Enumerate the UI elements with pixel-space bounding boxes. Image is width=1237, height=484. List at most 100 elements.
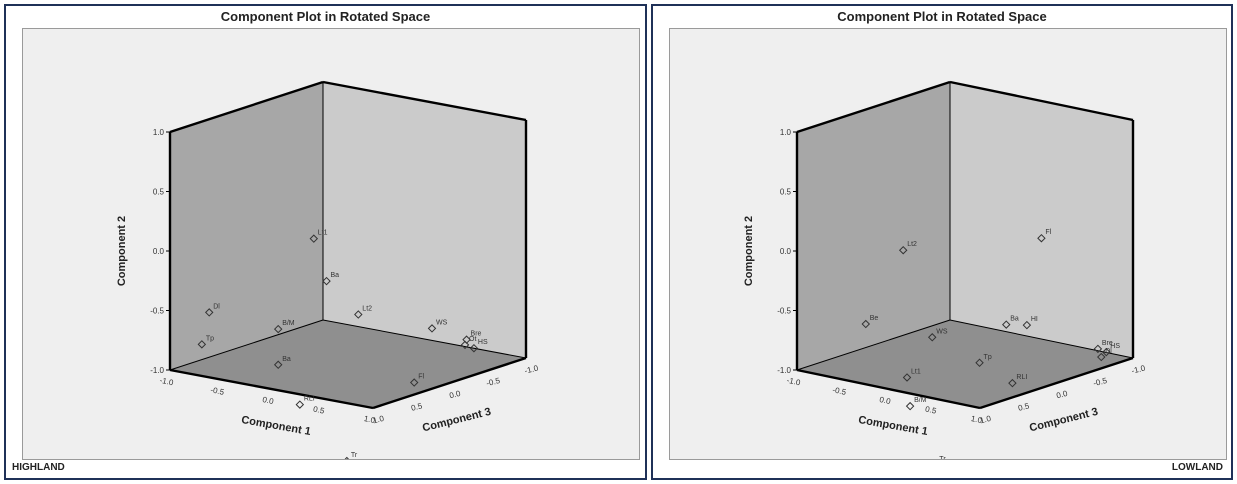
data-point: [469, 343, 479, 353]
back-wall-right: [323, 82, 526, 358]
data-point: [905, 401, 915, 411]
highland-panel: Component Plot in Rotated Space 1.0 0.5 0.…: [4, 4, 647, 480]
y-tick-label: -0.5: [150, 307, 164, 316]
point-label: Ba: [331, 272, 340, 279]
point-label: Bre: [471, 331, 482, 338]
y-tick-label: 0.0: [780, 247, 792, 256]
data-point: [309, 234, 319, 243]
back-wall-left: [170, 82, 323, 370]
data-point: [197, 340, 207, 349]
point-label: Lt2: [907, 241, 917, 248]
box-edge: [322, 80, 527, 122]
z-tick-label: 0.5: [1017, 401, 1031, 413]
z-axis-label: Component 3: [1028, 406, 1099, 435]
data-point: [273, 360, 283, 370]
y-tick-label: 0.5: [780, 188, 792, 197]
data-point: [1002, 320, 1011, 329]
point-label: Ba: [1010, 316, 1019, 323]
data-point: [354, 310, 363, 319]
data-point: [902, 373, 912, 382]
x-tick-label: -0.5: [832, 385, 848, 397]
z-axis-label: Component 3: [421, 406, 492, 435]
y-axis-label: Component 2: [116, 216, 128, 286]
data-point: [975, 358, 984, 367]
data-point: [342, 456, 352, 466]
x-axis-label: Component 1: [240, 414, 311, 438]
data-point: [427, 324, 437, 333]
point-label: WS: [936, 328, 948, 335]
z-tick-label: -0.5: [485, 376, 501, 388]
point-label: HS: [478, 339, 488, 346]
box-edge: [949, 80, 1134, 122]
point-label: HS: [1110, 343, 1120, 350]
data-point: [295, 400, 305, 409]
x-tick-label: 1.0: [363, 414, 376, 425]
data-point: [1022, 320, 1032, 330]
z-tick-label: 0.5: [410, 401, 424, 413]
x-tick-label: -0.5: [210, 385, 226, 397]
y-tick-label: -1.0: [777, 366, 791, 375]
box-inner-edge: [949, 319, 1134, 359]
data-point: [1102, 347, 1111, 357]
point-label: Fl: [418, 374, 424, 381]
z-tick-label: -0.5: [1092, 376, 1108, 388]
y-axis-label: Component 2: [743, 216, 755, 286]
z-tick-label: 0.0: [1055, 389, 1069, 401]
point-label: Dl: [213, 303, 220, 310]
point-label: Tr: [939, 456, 946, 459]
box-edge: [169, 368, 374, 410]
z-tick-label: -1.0: [524, 363, 540, 375]
z-tick-label: -1.0: [1131, 363, 1147, 375]
y-tick-label: 0.5: [153, 188, 165, 197]
point-label: Be: [870, 315, 879, 322]
chart-title: Component Plot in Rotated Space: [837, 9, 1047, 24]
point-label: B/M: [914, 397, 927, 404]
back-wall-right: [950, 82, 1133, 358]
data-point: [460, 340, 470, 350]
y-tick-label: 1.0: [780, 128, 792, 137]
y-tick-label: -1.0: [150, 366, 164, 375]
panel-caption: HIGHLAND: [12, 462, 65, 473]
z-tick-label: 1.0: [372, 414, 386, 426]
point-label: Tp: [206, 335, 214, 342]
point-label: RLI: [1016, 374, 1027, 381]
x-tick-label: 0.5: [924, 404, 937, 415]
point-label: WS: [436, 319, 448, 326]
box-inner-edge: [169, 319, 324, 371]
lowland-panel: Component Plot in Rotated Space 1.0 0.5 0.…: [651, 4, 1233, 480]
data-point: [1097, 352, 1106, 362]
point-label: Lt1: [911, 368, 921, 375]
point-label: B/M: [282, 320, 295, 327]
point-label: Lt1: [318, 230, 328, 237]
floor: [797, 320, 1133, 408]
highland-3d-scatter: 1.00.50.0-0.5-1.0-1.0-0.50.00.51.01.00.5…: [116, 80, 540, 466]
data-point: [1008, 378, 1017, 388]
plot-area: 1.0 0.5 0.0 -0.5 -1.0 -1.0 -0.5 0.0 0.5 1.0 1.0 0.5…: [669, 28, 1227, 469]
box-edge: [796, 368, 981, 410]
point-label: Dl: [1105, 348, 1112, 355]
point-label: Lt2: [362, 306, 372, 313]
point-label: Ba: [282, 356, 291, 363]
plot-area: 1.0 0.5 0.0 -0.5 -1.0 -1.0 -0.5 0.0 0.5 1.0 1.0 0.5…: [22, 28, 640, 466]
point-label: RLI: [304, 396, 315, 403]
back-wall-left: [797, 82, 950, 370]
y-tick-label: 1.0: [153, 128, 165, 137]
x-tick-label: -1.0: [159, 376, 175, 388]
panel-caption: LOWLAND: [1171, 462, 1223, 473]
data-point: [1037, 233, 1046, 243]
point-label: Bre: [1102, 340, 1113, 347]
z-tick-label: 0.0: [448, 389, 462, 401]
point-label: HI: [1031, 316, 1038, 323]
x-tick-label: 0.5: [312, 404, 325, 415]
data-point: [927, 333, 937, 342]
x-tick-label: 0.0: [879, 395, 892, 406]
box-inner-edge: [322, 319, 527, 359]
box-edge: [796, 80, 951, 134]
x-tick-label: 1.0: [970, 414, 983, 425]
data-point: [861, 319, 871, 329]
data-point: [409, 378, 419, 387]
y-tick-label: 0.0: [153, 247, 165, 256]
lowland-3d-scatter: 1.00.50.0-0.5-1.0-1.0-0.50.00.51.01.00.5…: [743, 80, 1147, 469]
box-edge: [979, 356, 1134, 410]
point-label: Tp: [984, 354, 992, 361]
